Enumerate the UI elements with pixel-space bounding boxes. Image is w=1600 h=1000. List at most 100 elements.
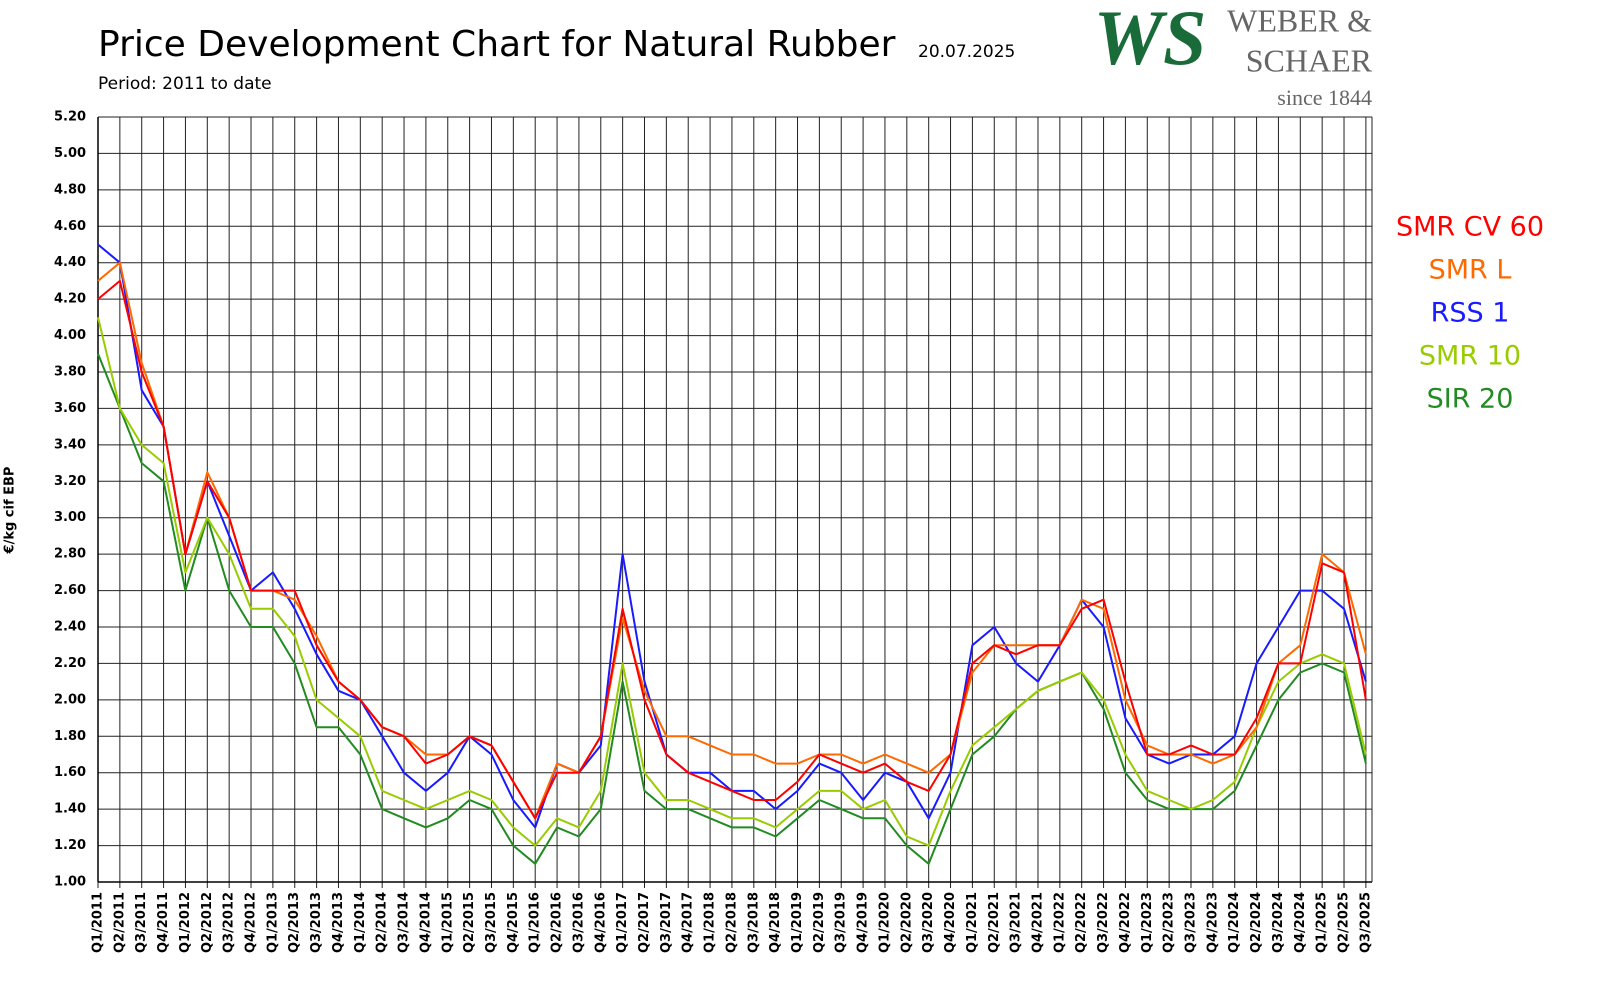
x-tick-label: Q2/2022: [1074, 892, 1089, 953]
x-tick-label: Q4/2023: [1205, 892, 1220, 953]
series-line: [97, 279, 1367, 820]
x-tick-label: Q2/2014: [375, 892, 390, 953]
x-tick-label: Q3/2020: [921, 892, 936, 953]
x-tick-label: Q4/2013: [331, 892, 346, 953]
x-tick-label: Q4/2017: [681, 892, 696, 953]
legend-entry: SIR 20: [1427, 384, 1514, 415]
x-tick-label: Q1/2017: [615, 892, 630, 953]
logo-line: WEBER &: [1227, 2, 1372, 38]
x-tick-label: Q1/2013: [265, 892, 280, 953]
x-tick-label: Q3/2015: [484, 892, 499, 953]
x-tick-label: Q4/2011: [156, 892, 171, 953]
x-tick-label: Q4/2012: [244, 892, 259, 953]
x-tick-label: Q3/2025: [1358, 892, 1373, 953]
x-tick-label: Q1/2023: [1140, 892, 1155, 953]
y-tick-label: 5.00: [54, 146, 86, 161]
legend-entry: SMR 10: [1419, 341, 1521, 372]
x-tick-label: Q4/2018: [768, 892, 783, 953]
y-tick-label: 3.60: [54, 401, 86, 416]
logo-line: SCHAER: [1246, 42, 1373, 78]
y-axis-label: €/kg cif EBP: [3, 467, 18, 555]
x-tick-label: Q4/2022: [1118, 892, 1133, 953]
x-tick-label: Q2/2021: [987, 892, 1002, 953]
y-tick-label: 2.00: [54, 692, 86, 707]
x-tick-label: Q1/2012: [178, 892, 193, 953]
x-tick-label: Q3/2013: [309, 892, 324, 953]
y-tick-label: 3.20: [54, 474, 86, 489]
series-line: [97, 261, 1367, 820]
x-tick-label: Q2/2023: [1162, 892, 1177, 953]
x-tick-label: Q1/2019: [790, 892, 805, 953]
x-tick-label: Q3/2017: [659, 892, 674, 953]
x-tick-label: Q1/2022: [1052, 892, 1067, 953]
x-tick-label: Q2/2017: [637, 892, 652, 953]
x-tick-label: Q4/2016: [593, 892, 608, 953]
x-tick-label: Q2/2011: [112, 892, 127, 953]
legend-entry: SMR CV 60: [1396, 212, 1544, 243]
x-tick-label: Q2/2024: [1249, 892, 1264, 953]
y-tick-label: 1.80: [54, 729, 86, 744]
x-tick-label: Q4/2024: [1293, 892, 1308, 953]
x-tick-label: Q3/2019: [834, 892, 849, 953]
y-tick-label: 5.20: [54, 110, 86, 125]
x-tick-label: Q3/2018: [746, 892, 761, 953]
series-line: [97, 353, 1367, 865]
legend-entry: RSS 1: [1431, 298, 1510, 329]
x-tick-label: Q4/2020: [943, 892, 958, 953]
x-tick-label: Q3/2022: [1096, 892, 1111, 953]
x-tick-label: Q1/2018: [703, 892, 718, 953]
x-tick-label: Q1/2024: [1227, 892, 1242, 953]
y-tick-label: 2.20: [54, 656, 86, 671]
y-tick-label: 4.40: [54, 255, 86, 270]
y-tick-label: 1.20: [54, 838, 86, 853]
x-tick-label: Q1/2016: [528, 892, 543, 953]
x-tick-label: Q2/2020: [899, 892, 914, 953]
y-tick-label: 3.00: [54, 510, 86, 525]
y-tick-label: 2.40: [54, 620, 86, 635]
y-tick-label: 2.80: [54, 547, 86, 562]
x-tick-label: Q3/2014: [397, 892, 412, 953]
x-tick-label: Q3/2024: [1271, 892, 1286, 953]
logo-tagline: since 1844: [1277, 85, 1372, 110]
x-tick-label: Q2/2013: [287, 892, 302, 953]
chart-title: Price Development Chart for Natural Rubb…: [98, 24, 896, 65]
x-tick-label: Q3/2023: [1184, 892, 1199, 953]
x-tick-label: Q4/2015: [506, 892, 521, 953]
x-tick-label: Q2/2012: [200, 892, 215, 953]
chart-date: 20.07.2025: [918, 42, 1015, 62]
series-line: [97, 317, 1367, 847]
y-tick-label: 1.60: [54, 765, 86, 780]
x-tick-label: Q2/2015: [462, 892, 477, 953]
y-tick-label: 4.80: [54, 182, 86, 197]
x-tick-label: Q1/2020: [877, 892, 892, 953]
y-tick-label: 2.60: [54, 583, 86, 598]
x-tick-label: Q2/2025: [1337, 892, 1352, 953]
x-tick-label: Q4/2019: [856, 892, 871, 953]
x-tick-label: Q1/2011: [91, 892, 106, 953]
x-tick-label: Q3/2016: [571, 892, 586, 953]
x-tick-label: Q4/2014: [418, 892, 433, 953]
x-tick-label: Q2/2018: [724, 892, 739, 953]
x-tick-label: Q3/2021: [1009, 892, 1024, 953]
x-tick-label: Q1/2021: [965, 892, 980, 953]
y-tick-label: 1.40: [54, 802, 86, 817]
y-tick-label: 1.00: [54, 875, 86, 890]
y-tick-label: 4.60: [54, 219, 86, 234]
x-tick-label: Q3/2012: [222, 892, 237, 953]
x-tick-label: Q1/2025: [1315, 892, 1330, 953]
x-tick-label: Q1/2014: [353, 892, 368, 953]
logo-mark: WS: [1094, 0, 1207, 81]
chart-subtitle: Period: 2011 to date: [98, 74, 272, 94]
x-tick-label: Q2/2019: [812, 892, 827, 953]
x-tick-label: Q2/2016: [550, 892, 565, 953]
legend-entry: SMR L: [1429, 255, 1512, 286]
y-tick-label: 3.40: [54, 437, 86, 452]
x-tick-label: Q4/2021: [1030, 892, 1045, 953]
y-tick-label: 4.00: [54, 328, 86, 343]
y-tick-label: 3.80: [54, 365, 86, 380]
x-tick-label: Q3/2011: [134, 892, 149, 953]
y-tick-label: 4.20: [54, 292, 86, 307]
x-tick-label: Q1/2015: [440, 892, 455, 953]
